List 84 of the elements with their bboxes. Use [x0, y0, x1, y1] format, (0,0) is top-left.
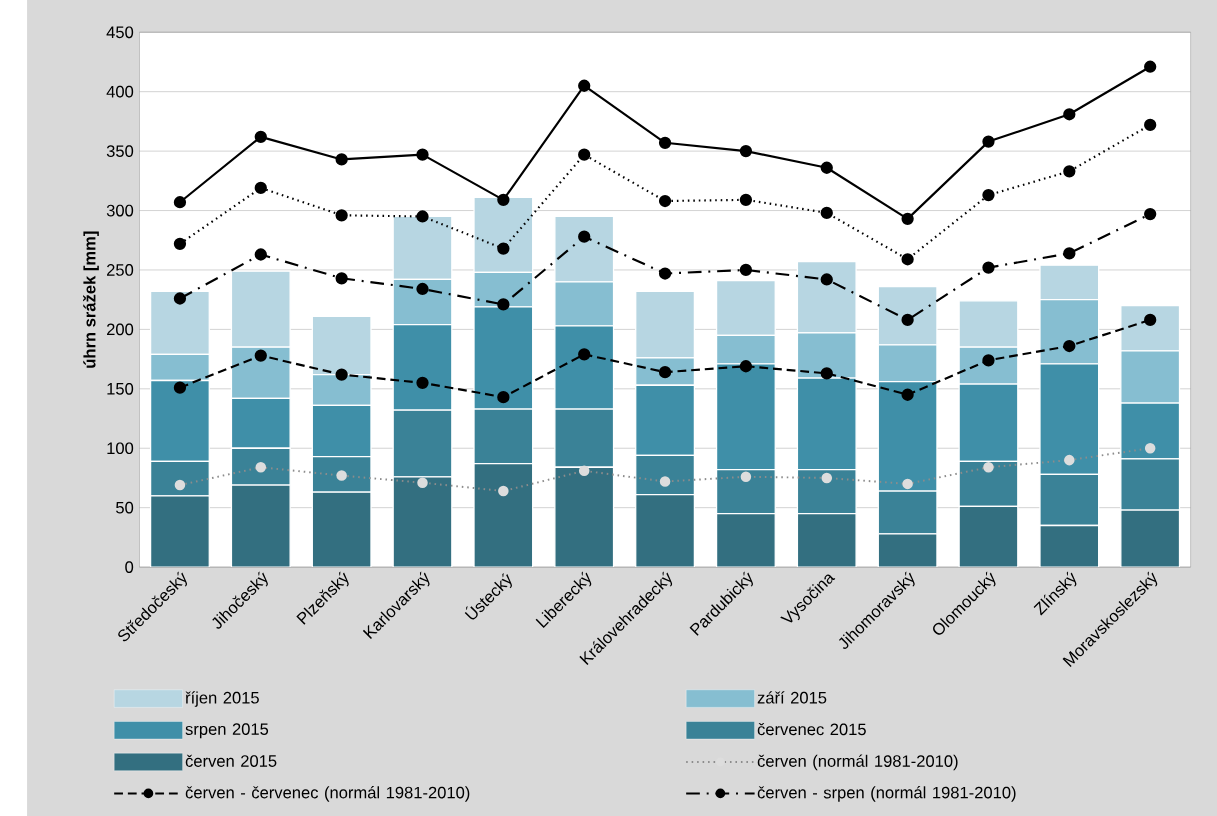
- point: [739, 193, 753, 206]
- point: [1144, 60, 1157, 73]
- point: [820, 273, 833, 286]
- point: [658, 267, 672, 280]
- point: [901, 252, 914, 266]
- point: [254, 349, 267, 362]
- point: [578, 230, 591, 243]
- bar: [716, 513, 776, 567]
- point: [1063, 339, 1076, 352]
- point: [497, 390, 510, 404]
- point: [254, 248, 267, 261]
- point: [497, 298, 510, 311]
- bar: [797, 513, 857, 567]
- point: [1063, 164, 1076, 178]
- bar: [959, 506, 1018, 567]
- legend-label: červen (normál 1981-2010): [757, 754, 958, 770]
- y-tick-label: 150: [107, 382, 134, 395]
- legend-label: červen 2015: [185, 754, 277, 767]
- legend-label: září 2015: [757, 691, 827, 704]
- y-tick-label: 450: [106, 26, 134, 38]
- bar: [878, 533, 937, 567]
- point: [335, 271, 348, 285]
- point: [173, 292, 187, 305]
- point: [578, 148, 591, 161]
- bar: [150, 495, 210, 567]
- point: [335, 153, 348, 166]
- legend-label: červen - červenec (normál 1981-2010): [185, 785, 470, 802]
- y-tick-label: 100: [107, 442, 134, 454]
- point: [173, 195, 187, 209]
- point: [982, 188, 995, 202]
- point: [173, 237, 187, 250]
- point: [578, 348, 591, 361]
- point: [658, 365, 672, 379]
- point: [416, 210, 429, 223]
- point: [1144, 118, 1157, 131]
- point: [901, 212, 914, 225]
- point: [739, 144, 753, 158]
- point: [1063, 107, 1076, 121]
- y-tick-label: 50: [116, 501, 134, 514]
- point: [739, 359, 753, 373]
- bar: [635, 494, 695, 567]
- point: [416, 148, 429, 161]
- point: [658, 194, 672, 207]
- bar: [393, 476, 452, 567]
- point: [739, 263, 753, 276]
- point: [820, 367, 833, 380]
- point: [497, 193, 510, 206]
- point: [658, 136, 672, 149]
- point: [254, 130, 267, 143]
- point: [820, 206, 833, 219]
- bar: [312, 492, 371, 567]
- point: [901, 313, 914, 326]
- point: [982, 353, 995, 367]
- bar: [231, 484, 291, 567]
- bar: [554, 467, 614, 567]
- point: [1063, 246, 1076, 260]
- y-axis-title: úhrn srážek [mm]: [83, 231, 99, 368]
- point: [416, 282, 429, 295]
- point: [335, 368, 348, 381]
- point: [173, 381, 187, 394]
- bar: [1039, 525, 1099, 567]
- bar: [1120, 509, 1181, 567]
- legend-label: červen - srpen (normál 1981-2010): [757, 785, 1016, 802]
- point: [1144, 207, 1157, 221]
- point: [416, 376, 429, 389]
- bar: [474, 463, 533, 567]
- y-tick-label: 200: [107, 323, 134, 336]
- y-tick-label: 350: [106, 145, 134, 157]
- legend-label: říjen 2015: [185, 691, 259, 707]
- y-tick-label: 250: [107, 263, 134, 276]
- point: [982, 135, 995, 148]
- point: [335, 208, 348, 222]
- point: [1144, 313, 1157, 326]
- legend-label: červenec 2015: [757, 722, 866, 735]
- y-tick-label: 400: [106, 85, 134, 98]
- point: [901, 388, 914, 401]
- point: [982, 261, 995, 274]
- point: [497, 242, 510, 255]
- point: [578, 79, 591, 92]
- legend-label: srpen 2015: [185, 723, 269, 739]
- y-tick-label: 300: [106, 204, 134, 217]
- point: [254, 181, 267, 194]
- y-tick-label: 0: [125, 561, 134, 573]
- point: [820, 161, 833, 174]
